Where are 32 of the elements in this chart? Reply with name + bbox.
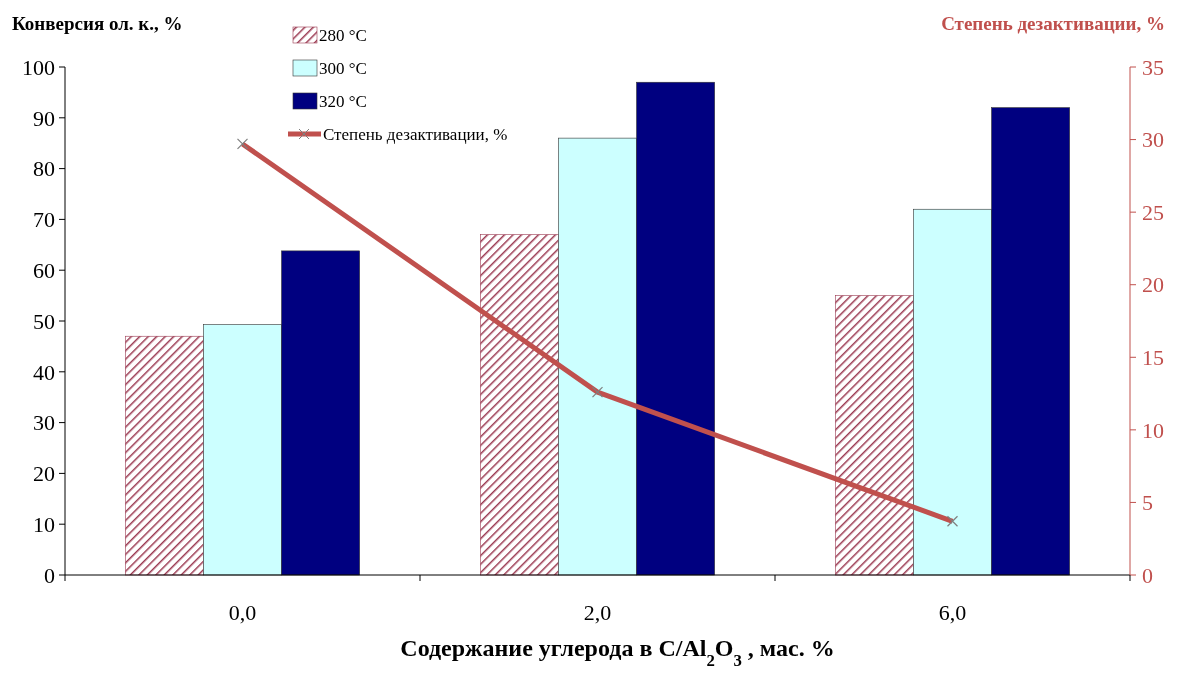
y-axis-title: Конверсия ол. к., % xyxy=(12,13,183,34)
y-tick-label: 50 xyxy=(33,308,55,334)
y-tick-label: 10 xyxy=(33,511,55,537)
y-tick-label: 90 xyxy=(33,105,55,131)
y2-tick-label: 25 xyxy=(1142,199,1164,225)
y2-tick-label: 10 xyxy=(1142,417,1164,443)
x-tick-label: 2,0 xyxy=(583,600,612,625)
y-tick-label: 0 xyxy=(44,562,55,588)
y-tick-label: 30 xyxy=(33,410,55,436)
x-tick-label: 0,0 xyxy=(228,600,257,625)
x-axis-title: Содержание углерода в C/Al$_{2}$O$_{3}$ , мас. % xyxy=(400,635,835,670)
y-tick-label: 80 xyxy=(33,156,55,182)
legend-label: Степень дезактивации, % xyxy=(323,124,508,144)
y-tick-label: 20 xyxy=(33,461,55,487)
y2-tick-label: 5 xyxy=(1142,490,1153,516)
y-tick-label: 60 xyxy=(33,257,55,283)
bar xyxy=(480,234,559,576)
y-tick-label: 100 xyxy=(22,54,55,80)
y2-axis-title: Степень дезактивации, % xyxy=(941,13,1165,34)
y2-tick-label: 35 xyxy=(1142,54,1164,80)
legend-label: 300 °C xyxy=(319,58,367,78)
y-tick-label: 40 xyxy=(33,359,55,385)
y2-tick-label: 0 xyxy=(1142,562,1153,588)
bar xyxy=(835,295,914,576)
y2-tick-label: 20 xyxy=(1142,272,1164,298)
legend-label: 280 °C xyxy=(319,25,367,45)
legend-label: 320 °C xyxy=(319,91,367,111)
y2-tick-label: 15 xyxy=(1142,344,1164,370)
y-tick-label: 70 xyxy=(33,207,55,233)
bar xyxy=(125,335,204,576)
y2-tick-label: 30 xyxy=(1142,127,1164,153)
x-tick-label: 6,0 xyxy=(938,600,967,625)
